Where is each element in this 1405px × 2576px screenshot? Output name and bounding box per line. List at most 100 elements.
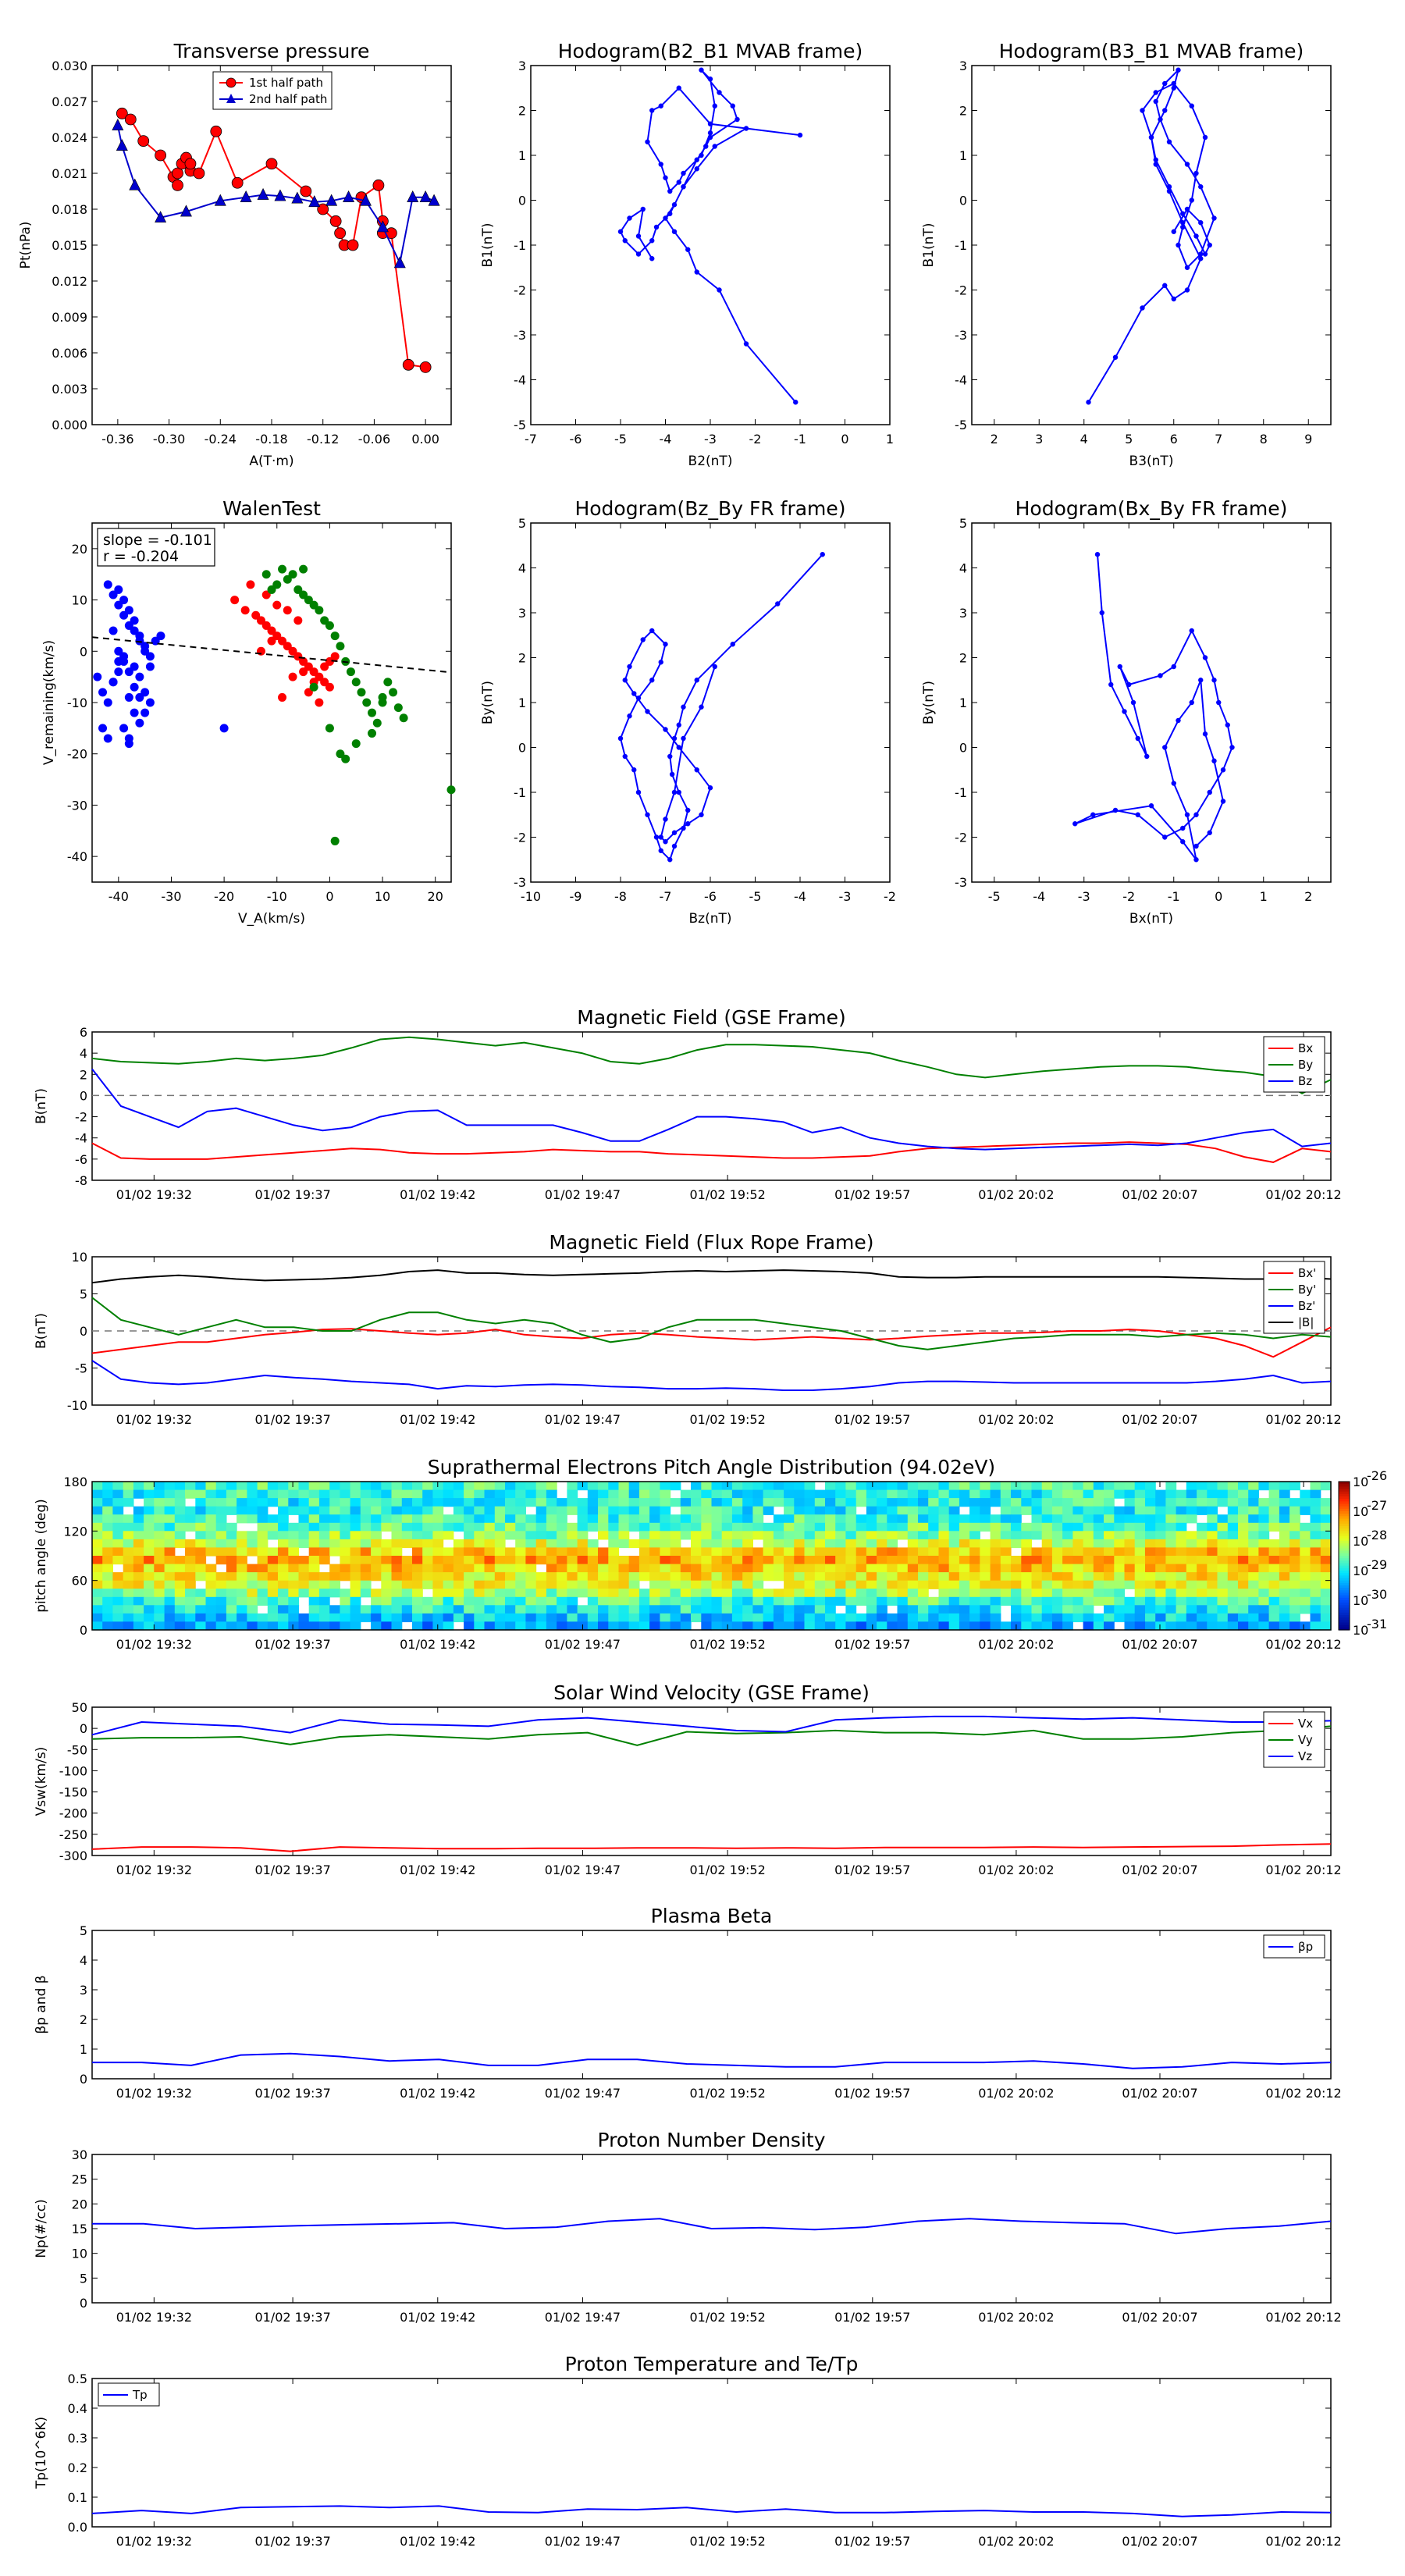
heatmap-cell (432, 1522, 444, 1532)
heatmap-cell (422, 1621, 433, 1631)
y-tick-label: -5 (955, 418, 967, 432)
heatmap-cell (525, 1556, 537, 1565)
heatmap-cell (670, 1482, 681, 1491)
heatmap-cell (1165, 1498, 1177, 1507)
data-point (663, 215, 668, 221)
heatmap-cell (1021, 1498, 1033, 1507)
heatmap-cell (557, 1522, 567, 1532)
heatmap-cell (174, 1531, 186, 1540)
heatmap-cell (948, 1556, 960, 1565)
heatmap-cell (215, 1498, 227, 1507)
data-point (645, 812, 650, 817)
heatmap-cell (711, 1489, 723, 1499)
heatmap-cell (907, 1514, 919, 1524)
heatmap-cell (360, 1482, 372, 1491)
heatmap-cell (763, 1613, 774, 1623)
heatmap-cell (443, 1531, 454, 1540)
heatmap-cell (938, 1547, 950, 1557)
plot-frame (91, 1930, 1332, 2080)
heatmap-cell (464, 1547, 475, 1557)
heatmap-cell (422, 1572, 433, 1582)
heatmap-cell (1165, 1539, 1177, 1549)
heatmap-cell (1197, 1580, 1208, 1589)
heatmap-cell (308, 1514, 320, 1524)
heatmap-cell (185, 1539, 196, 1549)
heatmap-cell (381, 1589, 393, 1598)
heatmap-cell (1207, 1506, 1218, 1515)
x-tick-label: 01/02 19:47 (545, 1863, 621, 1877)
heatmap-cell (226, 1522, 237, 1532)
heatmap-cell (773, 1514, 784, 1524)
data-point (663, 175, 668, 180)
data-point (1193, 857, 1199, 863)
heatmap-cell (1021, 1556, 1033, 1565)
heatmap-cell (855, 1547, 867, 1557)
heatmap-cell (918, 1564, 929, 1573)
heatmap-cell (897, 1547, 909, 1557)
heatmap-cell (505, 1605, 516, 1614)
heatmap-cell (215, 1531, 227, 1540)
heatmap-cell (391, 1580, 403, 1589)
heatmap-cell (1051, 1572, 1063, 1582)
heatmap-cell (195, 1498, 207, 1507)
heatmap-cell (195, 1556, 207, 1565)
heatmap-cell (484, 1489, 496, 1499)
heatmap-cell (638, 1621, 650, 1631)
heatmap-cell (711, 1564, 723, 1573)
heatmap-cell (443, 1613, 454, 1623)
heatmap-cell (505, 1556, 516, 1565)
heatmap-cell (164, 1522, 176, 1532)
data-point (797, 132, 803, 138)
data-point (653, 224, 660, 230)
y-tick-label: 5 (959, 516, 967, 531)
colorbar-segment (1339, 1553, 1350, 1557)
heatmap-cell (546, 1522, 557, 1532)
heatmap-cell (401, 1489, 413, 1499)
heatmap-cell (1041, 1547, 1053, 1557)
heatmap-cell (835, 1547, 846, 1557)
heatmap-cell (1124, 1621, 1136, 1631)
heatmap-cell (1062, 1621, 1073, 1631)
heatmap-cell (267, 1580, 279, 1589)
x-tick-label: 01/02 20:02 (978, 2310, 1054, 2325)
heatmap-cell (267, 1489, 279, 1499)
heatmap-cell (990, 1531, 1001, 1540)
heatmap-cell (877, 1621, 887, 1631)
heatmap-cell (701, 1498, 713, 1507)
heatmap-cell (1062, 1498, 1073, 1507)
plot-frame (91, 1031, 1332, 1181)
heatmap-cell (215, 1489, 227, 1499)
heatmap-cell (855, 1564, 867, 1573)
heatmap-cell (1021, 1489, 1033, 1499)
heatmap-cell (969, 1589, 980, 1598)
y-tick-label: -4 (955, 373, 967, 388)
heatmap-cell (990, 1589, 1001, 1598)
x-tick-label: 5 (1125, 432, 1133, 447)
y-axis-label: B(nT) (34, 1313, 49, 1349)
heatmap-cell (980, 1589, 991, 1598)
heatmap-cell (298, 1506, 310, 1515)
heatmap-cell (515, 1596, 526, 1606)
heatmap-cell (794, 1556, 806, 1565)
data-point (1162, 80, 1168, 87)
heatmap-cell (938, 1506, 950, 1515)
data-point (1207, 789, 1212, 795)
heatmap-cell (350, 1498, 361, 1507)
heatmap-cell (112, 1498, 124, 1507)
heatmap-cell (628, 1589, 640, 1598)
heatmap-cell (794, 1531, 806, 1540)
heatmap-cell (1041, 1605, 1053, 1614)
heatmap-cell (877, 1572, 887, 1582)
heatmap-cell (102, 1482, 113, 1491)
heatmap-cell (391, 1564, 403, 1573)
data-point (707, 785, 713, 791)
heatmap-cell (371, 1514, 382, 1524)
heatmap-cell (381, 1556, 393, 1565)
y-tick-label: 3 (959, 606, 967, 621)
heatmap-cell (329, 1489, 340, 1499)
heatmap-cell (804, 1589, 816, 1598)
heatmap-cell (1268, 1539, 1280, 1549)
data-point (119, 656, 129, 666)
heatmap-cell (360, 1572, 372, 1582)
heatmap-cell (980, 1539, 991, 1549)
